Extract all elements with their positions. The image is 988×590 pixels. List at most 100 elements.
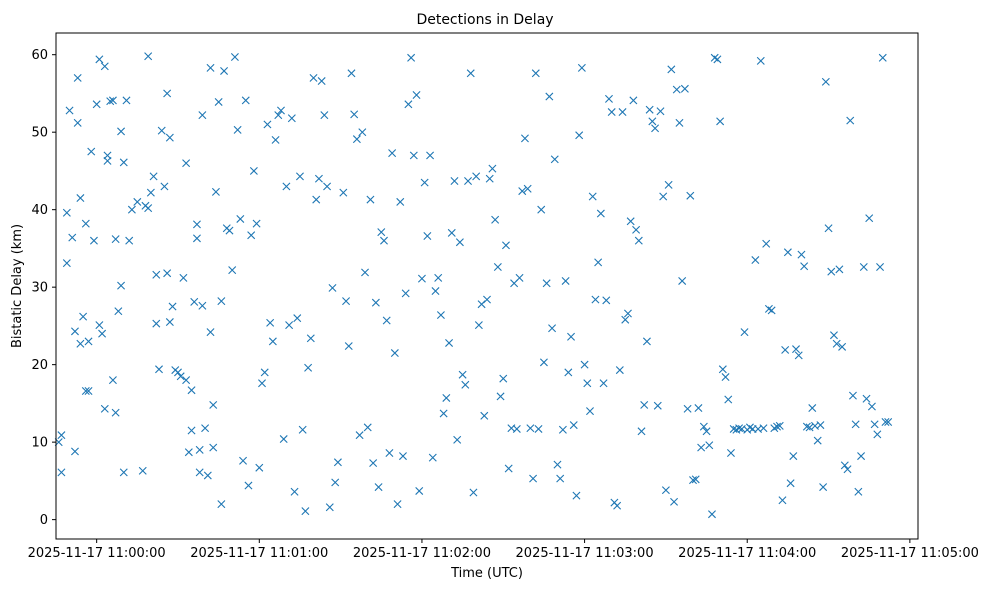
data-point-marker (144, 204, 153, 213)
data-point-marker (290, 487, 299, 496)
data-point-marker (797, 250, 806, 259)
data-point-marker (434, 273, 443, 282)
data-point-marker (182, 159, 191, 168)
data-point-marker (195, 445, 204, 454)
data-point-marker (366, 195, 375, 204)
data-point-marker (702, 427, 711, 436)
data-point-marker (298, 425, 307, 434)
data-point-marker (821, 77, 830, 86)
data-point-marker (808, 404, 817, 413)
data-point-marker (493, 263, 502, 272)
data-point-marker (599, 379, 608, 388)
data-point-marker (111, 408, 120, 417)
data-point-marker (580, 360, 589, 369)
data-point-marker (241, 96, 250, 105)
data-point-marker (792, 345, 801, 354)
data-point-marker (344, 342, 353, 351)
data-point-marker (260, 368, 269, 377)
data-point-marker (873, 430, 882, 439)
data-point-marker (173, 368, 182, 377)
data-point-marker (355, 431, 364, 440)
data-point-marker (602, 296, 611, 305)
data-point-marker (694, 404, 703, 413)
data-point-marker (843, 465, 852, 474)
data-point-marker (312, 195, 321, 204)
y-tick-label: 60 (31, 48, 48, 63)
x-tick-label: 2025-11-17 11:04:00 (678, 546, 816, 561)
data-point-marker (759, 424, 768, 433)
data-point-marker (407, 53, 416, 62)
data-point-marker (125, 236, 134, 245)
data-point-marker (314, 174, 323, 183)
data-point-marker (423, 232, 432, 241)
y-tick-label: 20 (31, 358, 48, 373)
data-point-marker (550, 155, 559, 164)
data-point-marker (230, 53, 239, 62)
data-point-marker (832, 339, 841, 348)
data-point-marker (114, 307, 123, 316)
data-point-marker (483, 295, 491, 304)
data-point-marker (802, 422, 811, 431)
data-point-marker (176, 372, 185, 381)
data-point-marker (846, 116, 855, 125)
data-point-marker (824, 224, 833, 233)
data-point-marker (485, 174, 494, 183)
data-point-marker (415, 486, 424, 495)
data-point-marker (380, 236, 388, 245)
data-point-marker (295, 172, 304, 181)
data-point-marker (350, 110, 359, 119)
data-point-marker (160, 182, 169, 191)
data-point-marker (279, 435, 288, 444)
data-point-marker (713, 55, 722, 64)
data-point-marker (396, 197, 405, 206)
data-point-marker (117, 127, 126, 136)
data-point-marker (111, 235, 120, 244)
data-point-marker (293, 314, 302, 323)
data-point-marker (363, 423, 372, 432)
data-point-marker (133, 197, 142, 206)
data-point-marker (65, 106, 74, 115)
data-point-marker (623, 309, 632, 318)
data-point-marker (268, 337, 277, 346)
data-point-marker (76, 194, 85, 203)
data-point-marker (683, 404, 692, 413)
data-point-marker (263, 120, 272, 129)
data-point-marker (187, 386, 196, 395)
data-point-marker (119, 158, 128, 167)
data-point-marker (266, 318, 275, 327)
data-point-marker (848, 391, 857, 400)
data-point-marker (542, 279, 551, 288)
data-point-marker (377, 228, 386, 237)
data-point-marker (762, 239, 771, 248)
data-point-marker (100, 404, 109, 413)
data-point-marker (816, 421, 825, 430)
data-point-marker (778, 496, 787, 505)
x-axis-label: Time (UTC) (450, 566, 523, 581)
data-point-marker (228, 266, 237, 275)
data-point-marker (192, 220, 201, 229)
data-point-marker (100, 62, 109, 71)
data-point-marker (851, 420, 860, 429)
data-point-marker (163, 269, 172, 278)
data-point-marker (165, 133, 174, 142)
data-point-marker (195, 468, 204, 477)
data-point-marker (255, 463, 264, 472)
data-point-marker (287, 114, 296, 123)
data-point-marker (718, 365, 727, 374)
data-point-marker (187, 426, 196, 435)
data-point-marker (539, 358, 548, 367)
data-point-marker (469, 488, 478, 497)
data-point-marker (304, 363, 313, 372)
x-tick-label: 2025-11-17 11:03:00 (516, 546, 654, 561)
data-point-marker (661, 486, 670, 495)
data-point-marker (523, 184, 532, 193)
data-point-marker (352, 135, 361, 144)
data-point-marker (225, 226, 234, 235)
data-point-marker (73, 73, 82, 82)
data-point-marker (840, 461, 849, 470)
data-point-marker (409, 151, 418, 160)
data-point-marker (155, 365, 163, 374)
data-point-marker (201, 424, 210, 433)
y-tick-label: 40 (31, 203, 48, 218)
data-point-marker (333, 458, 342, 467)
